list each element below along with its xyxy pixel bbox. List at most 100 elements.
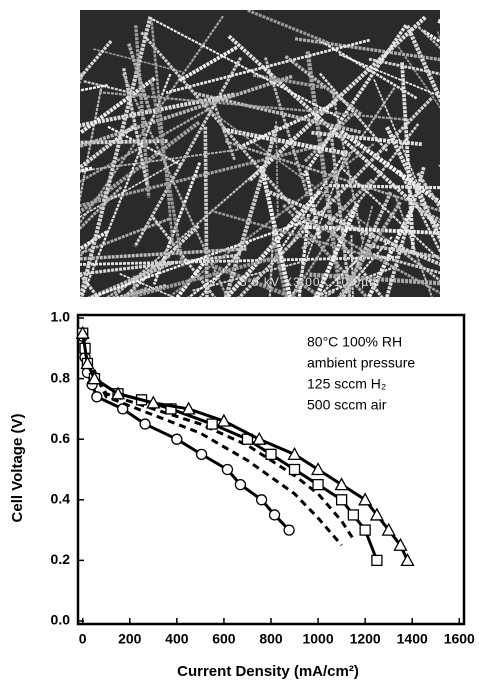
fiber: [301, 216, 440, 295]
fiber: [290, 224, 339, 297]
marker: [171, 433, 183, 445]
marker: [381, 522, 396, 536]
fiber: [152, 18, 342, 120]
y-tick-label: 0.4: [51, 490, 71, 506]
y-tick-label: 0.0: [51, 612, 71, 628]
marker: [75, 325, 90, 339]
fiber: [80, 255, 398, 266]
fiber: [296, 279, 324, 297]
fiber: [167, 143, 375, 297]
fiber: [80, 105, 215, 183]
fiber: [264, 57, 310, 197]
fiber: [236, 101, 338, 150]
fiber: [294, 37, 440, 62]
marker: [310, 462, 326, 476]
fiber: [133, 56, 243, 248]
x-tick-label: 800: [259, 631, 283, 647]
fiber: [150, 18, 175, 246]
fiber: [395, 42, 440, 109]
fiber: [105, 255, 171, 297]
marker: [110, 386, 126, 400]
fiber: [80, 273, 100, 297]
fiber: [149, 79, 185, 267]
annotation: 80°C 100% RH: [307, 334, 402, 350]
fiber: [393, 194, 433, 297]
fiber: [80, 73, 172, 297]
y-tick-label: 0.2: [51, 551, 71, 567]
fiber: [301, 24, 408, 177]
scale-bar-text: 5.0 kV X3.00K 10.0µm: [240, 275, 380, 289]
x-tick-label: 1000: [302, 631, 333, 647]
fiber: [291, 157, 346, 297]
marker: [312, 478, 324, 491]
fiber: [350, 235, 354, 297]
fiber: [318, 72, 388, 152]
fiber: [151, 216, 217, 297]
fiber: [400, 62, 416, 255]
marker: [255, 494, 268, 506]
marker: [358, 492, 373, 506]
fiber: [373, 79, 440, 240]
fiber: [305, 172, 322, 239]
marker: [181, 401, 196, 415]
fiber: [80, 74, 293, 149]
fiber: [247, 10, 329, 45]
marker: [117, 403, 129, 415]
marker: [206, 418, 218, 430]
x-tick-label: 0: [79, 631, 87, 647]
fiber: [329, 184, 440, 190]
fiber: [275, 121, 279, 218]
fiber: [347, 205, 374, 297]
fiber: [80, 248, 82, 252]
fiber: [273, 244, 288, 297]
annotation: ambient pressure: [307, 355, 415, 371]
fiber: [321, 290, 335, 297]
fiber: [223, 125, 279, 297]
marker: [216, 413, 232, 427]
fiber: [368, 57, 440, 76]
fiber: [203, 126, 209, 297]
marker: [265, 448, 277, 461]
annotation: 500 sccm air: [307, 397, 387, 413]
fiber: [385, 126, 440, 244]
x-tick-label: 400: [165, 631, 189, 647]
marker: [335, 494, 348, 506]
fiber: [259, 165, 293, 297]
x-tick-label: 200: [118, 631, 142, 647]
fiber: [338, 53, 440, 98]
fiber: [224, 140, 440, 212]
fiber: [360, 249, 440, 275]
annotation: 125 sccm H₂: [307, 376, 386, 392]
fiber: [437, 31, 440, 43]
fiber: [339, 129, 440, 206]
marker: [252, 431, 267, 445]
fiber: [80, 253, 238, 276]
fiber: [134, 25, 151, 198]
fiber: [339, 166, 440, 262]
marker: [283, 524, 295, 536]
x-tick-label: 1200: [350, 631, 381, 647]
marker: [400, 553, 415, 567]
fiber: [88, 220, 306, 297]
fiber: [317, 38, 418, 100]
fiber: [80, 39, 113, 81]
fiber: [417, 26, 440, 50]
fiber: [316, 242, 376, 297]
fiber: [80, 76, 156, 134]
fiber: [80, 124, 135, 170]
fiber: [80, 15, 224, 225]
marker: [234, 478, 247, 491]
x-tick-label: 600: [212, 631, 236, 647]
x-tick-label: 1400: [397, 631, 428, 647]
fiber: [337, 201, 402, 297]
fiber: [210, 209, 388, 263]
marker: [393, 537, 408, 551]
fiber: [80, 186, 123, 231]
fiber: [80, 72, 85, 86]
fiber: [178, 45, 238, 83]
marker: [268, 509, 281, 521]
x-axis-label: Current Density (mA/cm²): [177, 663, 359, 680]
fiber: [122, 73, 229, 297]
fiber: [98, 91, 411, 122]
